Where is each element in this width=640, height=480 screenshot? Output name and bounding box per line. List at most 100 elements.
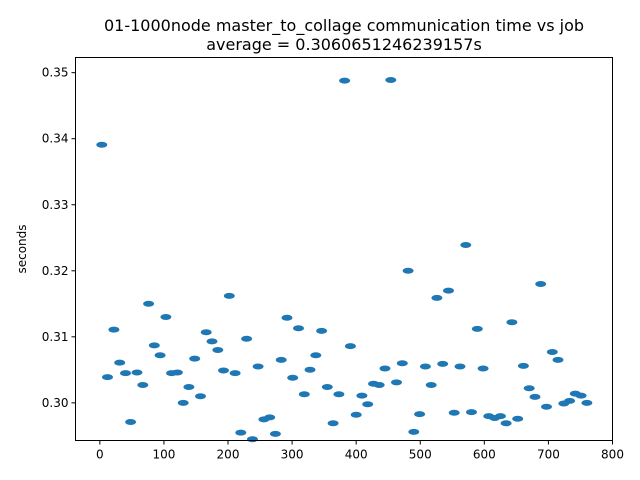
data-point [327,420,339,427]
data-point [391,379,402,386]
data-point [298,391,310,398]
data-point [373,382,385,388]
data-point [581,399,593,406]
data-point [552,356,564,363]
data-point [131,369,143,376]
y-tick-label: 0.31 [42,330,69,344]
data-point [183,384,195,390]
data-point [195,393,206,400]
data-point [206,338,218,345]
data-point [402,267,414,274]
data-point [443,287,454,294]
data-point [189,355,201,362]
data-point [460,242,472,248]
data-point [160,314,172,320]
data-point [466,409,477,416]
data-point [200,329,212,336]
data-point [379,365,391,372]
data-point [408,428,420,435]
data-point [264,414,276,421]
data-point [494,413,506,420]
x-tick-label: 500 [409,448,432,462]
data-point [500,420,512,427]
y-tick-label: 0.34 [42,132,69,146]
chart-subtitle: average = 0.3060651246239157s [206,35,482,54]
data-point [177,399,189,406]
data-point [229,370,241,377]
data-point [546,349,558,355]
data-point [414,411,426,418]
data-point [281,314,293,321]
data-point [102,374,113,381]
data-point [333,391,345,398]
data-point [454,363,466,370]
data-point [339,77,351,84]
data-point [350,411,362,418]
y-tick-label: 0.35 [42,66,69,80]
data-point [275,356,287,363]
data-point [448,409,460,416]
y-tick-label: 0.32 [42,264,69,278]
x-tick-label: 300 [281,448,304,462]
data-point [396,360,408,367]
data-point [419,363,431,370]
data-point [541,403,552,410]
data-point [137,382,149,388]
data-point [310,352,322,359]
data-point [148,342,160,349]
y-tick-label: 0.33 [42,198,69,212]
data-point [241,335,253,342]
x-tick-label: 700 [537,448,560,462]
data-point [96,141,108,148]
data-point [529,393,541,400]
data-point [218,367,229,374]
data-point [212,347,224,353]
data-point [108,326,120,333]
data-point [171,369,183,376]
data-point [523,385,535,392]
data-point [246,436,258,443]
data-point [564,397,576,404]
data-point [425,382,437,388]
data-point [385,77,397,83]
x-tick-label: 800 [601,448,624,462]
data-point [535,281,547,287]
data-point [252,363,264,370]
y-tick-label: 0.30 [42,396,69,410]
data-point [143,300,155,307]
data-point [287,374,299,381]
data-point [506,319,518,326]
data-point [154,352,166,359]
plot-frame [75,57,613,441]
data-point [223,292,235,299]
x-tick-label: 400 [345,448,368,462]
y-axis: 0.30 0.31 0.32 0.33 0.34 0.35 [42,66,76,410]
data-point [114,359,126,366]
data-point [356,392,368,399]
data-point [431,294,443,301]
data-point [304,366,316,373]
data-point [321,384,333,390]
data-point [477,365,489,372]
x-tick-label: 600 [473,448,496,462]
data-point [512,415,524,422]
data-point [235,429,247,436]
data-point [471,325,483,332]
y-axis-label: seconds [15,224,29,273]
data-point [293,325,304,332]
x-tick-label: 200 [217,448,240,462]
data-point [125,419,137,425]
data-point [362,401,374,408]
x-axis: 0 100 200 300 400 500 600 700 800 [96,440,624,462]
data-point [316,327,328,334]
x-tick-label: 0 [96,448,104,462]
x-tick-label: 100 [152,448,175,462]
data-point [517,362,529,369]
data-points [96,77,593,443]
data-point [437,360,449,367]
data-point [575,392,587,399]
data-point [269,430,281,437]
data-point [120,370,131,377]
data-point [344,343,356,350]
